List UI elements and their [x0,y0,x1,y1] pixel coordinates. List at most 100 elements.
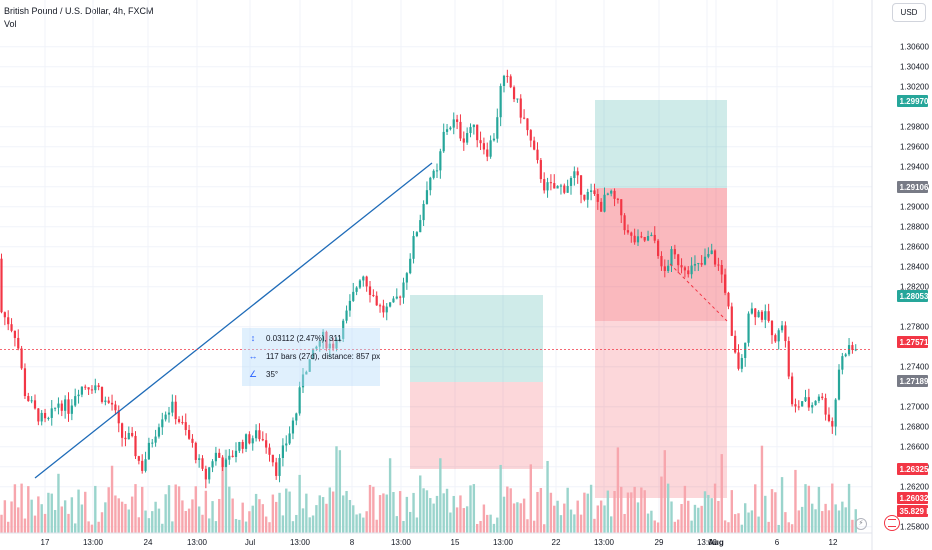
volume-bar [780,477,784,533]
volume-bar [797,510,800,533]
price-tick-label: 1.28200 [900,283,929,292]
volume-bar [700,505,703,533]
candle [657,240,660,256]
candle [47,417,50,419]
candle [734,335,737,353]
candle [814,400,817,406]
volume-bar [398,491,402,533]
price-tag-label: 1.29106 [900,183,929,192]
candle [188,429,191,439]
candle [780,325,784,331]
candle [90,389,94,391]
volume-bar [750,510,754,533]
volume-bar [107,487,110,533]
candle [710,250,713,255]
volume-bar [620,486,623,533]
candle [636,236,640,243]
candle [821,396,824,399]
candle [546,182,549,191]
candle [402,282,405,298]
candle [50,408,53,418]
symbol-title[interactable]: British Pound / U.S. Dollar, 4h, FXCM [4,6,154,16]
candle [747,313,750,343]
volume-indicator-label[interactable]: Vol [4,19,17,29]
candle [566,185,569,193]
volume-bar [579,514,583,533]
time-tick-label: 29 [655,538,664,547]
volume-bar [141,486,144,533]
candle [744,342,747,358]
price-tick-label: 1.28600 [900,243,929,252]
volume-bar [486,514,489,533]
candle [506,75,509,77]
volume-bar [496,517,499,533]
candle [720,265,723,275]
candle [593,190,596,195]
volume-bar [616,447,620,533]
price-tick-label: 1.30600 [900,43,929,52]
volume-bar [315,505,318,533]
volume-bar [509,488,512,533]
price-axis[interactable]: 1.30600 1.30400 1.30200 1.29800 1.29600 1.294… [871,0,929,550]
price-tick-label: 1.29400 [900,163,929,172]
candle [499,85,502,118]
candle [362,276,365,281]
price-tick-label: 1.29800 [900,123,929,132]
candle [405,273,408,283]
candle [70,405,73,414]
candle [134,435,137,457]
candle [157,427,161,437]
volume-bar [737,513,740,533]
candle [164,414,167,420]
volume-bar [87,521,90,533]
volume-bar [519,503,522,533]
volume-bar [224,449,228,533]
time-tick-label: 13:00 [391,538,412,547]
time-tick-label: 13:00 [187,538,208,547]
volume-bar [522,498,526,533]
lightning-icon[interactable]: ⚡ [855,518,867,530]
volume-bar [57,473,60,533]
volume-bar [278,492,281,533]
candle [218,452,221,458]
volume-bar [201,514,204,533]
candle [104,400,107,402]
candle [529,130,532,141]
candle [626,230,630,233]
volume-bar [325,503,328,533]
candle [700,263,703,265]
volume-bar [479,520,482,533]
volume-bar [184,510,187,533]
volume-bar [697,507,700,533]
price-tag-label: 1.27189 [900,377,929,386]
candle [415,232,418,237]
position-zones[interactable] [410,100,727,498]
tradingview-logo-icon[interactable] [884,515,900,531]
candle [412,236,415,259]
candle [539,160,542,180]
candle [482,143,485,150]
candle [281,445,284,458]
candle [295,413,298,421]
volume-bar [419,475,422,533]
long-position-profit-zone [410,295,543,382]
volume-bar [365,511,368,533]
volume-bar [134,484,137,533]
candle [693,263,697,266]
candle [335,339,338,349]
time-tick-label: 15 [451,538,460,547]
time-axis[interactable]: 17 13:00 24 13:00 Jul 13:00 8 13:00 15 13:00 22 13:… [0,532,872,547]
currency-button[interactable]: USD [892,3,926,22]
candle [844,354,847,357]
candle [660,255,663,267]
volume-bar [827,510,831,533]
short-position-target-zone [595,321,727,498]
drawings[interactable] [0,162,872,479]
volume-bar [285,488,288,533]
candle [476,124,479,141]
volume-bar [774,492,777,533]
candle [154,436,157,443]
candle [469,127,472,134]
candle [94,385,97,391]
